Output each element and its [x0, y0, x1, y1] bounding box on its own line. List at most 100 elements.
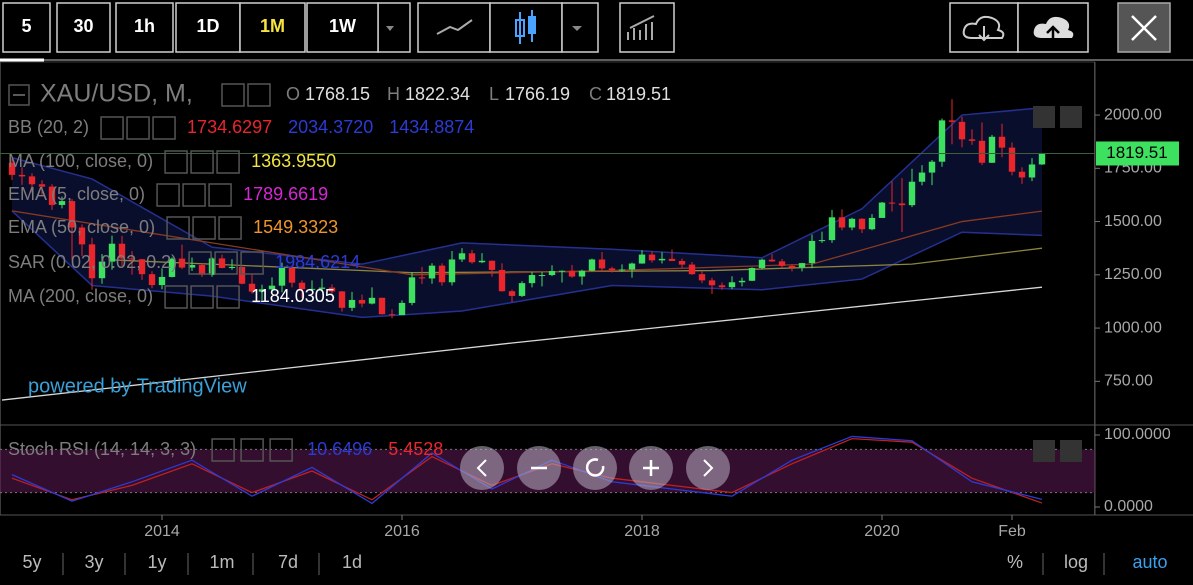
remove-icon[interactable]	[216, 285, 240, 309]
remove-icon[interactable]	[269, 438, 293, 462]
candle-body	[928, 161, 936, 173]
interval-dropdown[interactable]	[377, 2, 411, 53]
interval-button[interactable]	[115, 2, 174, 53]
candle-body	[858, 218, 866, 230]
gear-icon[interactable]	[182, 183, 206, 207]
candle-body	[138, 259, 146, 275]
close-icon	[1131, 15, 1157, 41]
candle-body	[8, 162, 16, 175]
remove-icon[interactable]	[152, 116, 176, 140]
indicator-readout: 1434.8874	[389, 117, 474, 137]
scale-option[interactable]: auto	[1132, 552, 1167, 572]
interval-label[interactable]: 1D	[196, 16, 219, 36]
gear-icon[interactable]	[247, 83, 271, 107]
scale-buttons	[1033, 106, 1082, 462]
candle-body	[28, 176, 36, 185]
candle-body	[818, 240, 826, 242]
candle-body	[338, 291, 346, 308]
collapse-icon[interactable]	[8, 84, 30, 106]
candle-body	[778, 261, 786, 266]
remove-icon[interactable]	[216, 150, 240, 174]
eye-icon[interactable]	[221, 83, 245, 107]
interval-label[interactable]: 30	[73, 16, 93, 36]
interval-button[interactable]	[239, 2, 306, 53]
candle-body	[488, 260, 496, 270]
chevron-left	[476, 459, 487, 477]
scale-down-button[interactable]	[1033, 106, 1055, 128]
range-button[interactable]: 1m	[209, 552, 234, 572]
gear-icon[interactable]	[190, 285, 214, 309]
x-tick-label: Feb	[998, 523, 1026, 540]
range-button[interactable]: 3y	[84, 552, 103, 572]
x-tick-label: 2016	[384, 523, 420, 540]
candle-body	[438, 265, 446, 283]
candle-body	[148, 274, 156, 286]
range-button[interactable]: 1y	[147, 552, 166, 572]
range-button[interactable]: 1d	[342, 552, 362, 572]
candle-body	[78, 227, 86, 245]
candle-body	[288, 267, 296, 283]
candle-body	[688, 264, 696, 275]
remove-icon[interactable]	[240, 251, 264, 275]
pane-up-button[interactable]	[1033, 440, 1055, 462]
candle-body	[568, 270, 576, 277]
ohlc-value: 1819.51	[606, 84, 671, 104]
candle-icon	[515, 10, 536, 44]
x-tick-label: 2018	[624, 523, 660, 540]
interval-label[interactable]: 5	[21, 16, 31, 36]
gear-icon[interactable]	[126, 116, 150, 140]
eye-icon[interactable]	[166, 216, 190, 240]
eye-icon[interactable]	[211, 438, 235, 462]
candle-body	[508, 291, 516, 296]
candle-chart-button[interactable]	[489, 2, 563, 53]
eye-icon[interactable]	[100, 116, 124, 140]
candle-body	[538, 275, 546, 277]
candle-body	[418, 277, 426, 279]
eye-icon[interactable]	[164, 285, 188, 309]
scale-up-button[interactable]	[1060, 106, 1082, 128]
indicator-readout: 1363.9550	[251, 151, 336, 171]
scale-option[interactable]: %	[1007, 552, 1023, 572]
eye-icon[interactable]	[188, 251, 212, 275]
candle-body	[788, 265, 796, 268]
scale-option[interactable]: log	[1064, 552, 1088, 572]
interval-label[interactable]: 1M	[260, 16, 285, 36]
ohlc-label: O	[286, 84, 300, 104]
candle-body	[938, 120, 946, 162]
interval-button[interactable]	[2, 2, 51, 53]
scroll-left-button[interactable]	[460, 446, 504, 490]
candle-body	[528, 275, 536, 284]
candle-body	[178, 258, 186, 268]
candle-body	[908, 181, 916, 206]
candle-body	[98, 261, 106, 279]
range-button[interactable]: 5y	[22, 552, 41, 572]
remove-icon[interactable]	[208, 183, 232, 207]
watermark[interactable]: powered by TradingView	[28, 375, 247, 397]
gear-icon[interactable]	[240, 438, 264, 462]
gear-icon[interactable]	[214, 251, 238, 275]
range-button[interactable]: 7d	[278, 552, 298, 572]
interval-button[interactable]	[306, 2, 379, 53]
remove-icon[interactable]	[218, 216, 242, 240]
pane-down-button[interactable]	[1060, 440, 1082, 462]
candle-body	[748, 267, 756, 281]
eye-icon[interactable]	[164, 150, 188, 174]
interval-button[interactable]	[56, 2, 111, 53]
reset-button[interactable]	[573, 446, 617, 490]
dropdown-arrow	[386, 26, 394, 31]
candle-body	[628, 263, 636, 270]
gear-icon[interactable]	[190, 150, 214, 174]
candle-body	[158, 276, 166, 286]
indicator-name: SAR (0.02, 0.02, 0.2)	[8, 252, 177, 272]
eye-icon[interactable]	[156, 183, 180, 207]
candle-body	[618, 269, 626, 271]
gear-icon[interactable]	[192, 216, 216, 240]
interval-button[interactable]	[175, 2, 241, 53]
scroll-right-button[interactable]	[686, 446, 730, 490]
x-tick-label: 2020	[864, 523, 900, 540]
interval-label[interactable]: 1h	[134, 16, 155, 36]
indicator-line	[1, 286, 1043, 401]
interval-label[interactable]: 1W	[329, 16, 356, 36]
